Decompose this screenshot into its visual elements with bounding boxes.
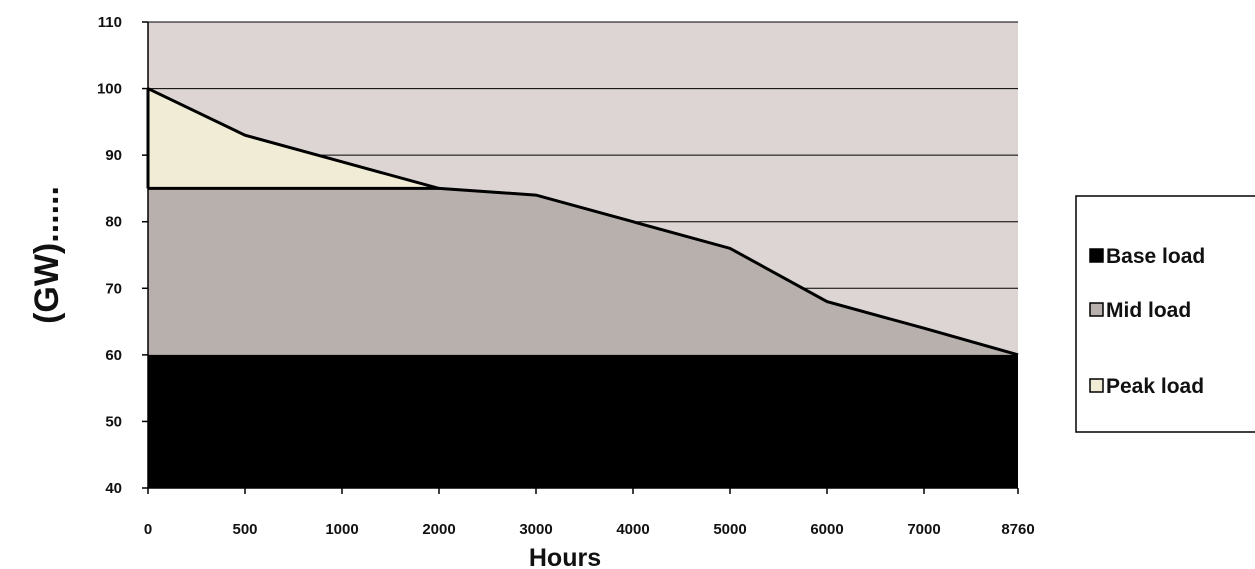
x-tick-label-4000: 4000 — [616, 521, 649, 538]
mid-load-area — [148, 188, 1018, 355]
legend-label-peak-load: Peak load — [1106, 375, 1204, 398]
x-tick-label-5000: 5000 — [713, 521, 746, 538]
load-areas — [146, 87, 1019, 488]
legend-swatch-mid-load — [1089, 302, 1104, 317]
legend-swatch-base-load — [1089, 248, 1104, 263]
x-tick-label-6000: 6000 — [810, 521, 843, 538]
base-load-area — [148, 354, 1018, 488]
legend-label-mid-load: Mid load — [1106, 299, 1191, 322]
tick-labels: 40 50 60 70 80 90 100 110 0 500 1000 2000 3000 4000 50… — [97, 14, 1035, 538]
y-tick-label-110: 110 — [98, 14, 122, 31]
legend: Base load Mid load Peak load — [1075, 195, 1255, 433]
y-tick-label-40: 40 — [105, 480, 122, 497]
y-axis-title: (GW)...... — [28, 186, 66, 324]
y-tick-label-100: 100 — [97, 81, 122, 98]
x-tick-label-1000: 1000 — [325, 521, 358, 538]
y-tick-label-90: 90 — [105, 147, 122, 164]
load-duration-curve — [147, 87, 1019, 357]
axes — [142, 21, 1019, 494]
x-tick-label-0: 0 — [144, 521, 152, 538]
y-tick-label-60: 60 — [105, 347, 122, 364]
x-tick-label-3000: 3000 — [519, 521, 552, 538]
y-tick-label-50: 50 — [105, 413, 122, 430]
x-axis-title: Hours — [529, 544, 601, 569]
x-tick-label-2000: 2000 — [422, 521, 455, 538]
legend-label-base-load: Base load — [1106, 245, 1205, 268]
x-tick-label-8760: 8760 — [1001, 521, 1034, 538]
peak-load-area — [148, 88, 439, 189]
legend-box — [1075, 195, 1255, 433]
y-tick-label-70: 70 — [105, 280, 122, 297]
y-tick-label-80: 80 — [105, 214, 122, 231]
x-tick-label-500: 500 — [232, 521, 257, 538]
x-tick-label-7000: 7000 — [907, 521, 940, 538]
legend-swatch-peak-load — [1089, 378, 1104, 393]
